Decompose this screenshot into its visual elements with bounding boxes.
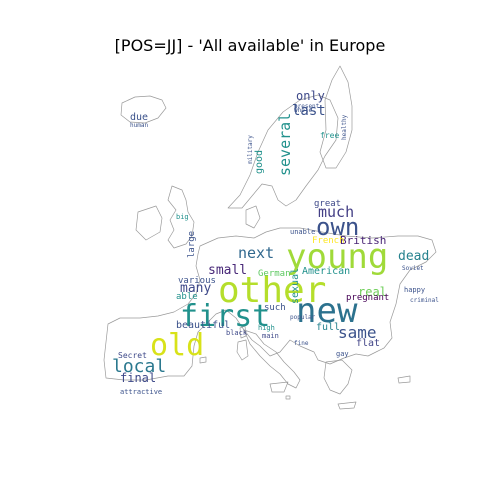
- map-region-corsica: [239, 325, 247, 339]
- word-free: free: [320, 131, 339, 140]
- word-great: great: [314, 199, 341, 209]
- word-full: full: [316, 322, 340, 333]
- word-only: only: [296, 89, 325, 103]
- word-first: first: [180, 299, 270, 334]
- word-new: new: [296, 291, 358, 331]
- map-region-balearic: [199, 356, 207, 364]
- map-region-scandinavia: [227, 94, 339, 209]
- word-healthy: healthy: [341, 114, 348, 140]
- map-region-cyprus: [397, 375, 411, 384]
- word-able: able: [176, 292, 198, 302]
- word-young: young: [286, 237, 388, 277]
- word-dead: dead: [398, 249, 429, 264]
- map-region-italy: [243, 329, 301, 389]
- word-same: same: [338, 323, 377, 342]
- word-due: due: [130, 112, 148, 123]
- word-other: other: [218, 270, 326, 311]
- word-french: French: [312, 236, 345, 246]
- word-many: many: [180, 281, 211, 296]
- word-soviet: Soviet: [402, 265, 424, 272]
- word-own: own: [316, 213, 359, 241]
- word-much: much: [318, 203, 354, 221]
- word-various: various: [178, 276, 216, 286]
- word-secret: Secret: [118, 351, 147, 360]
- map-region-denmark: [245, 205, 261, 229]
- word-criminal: criminal: [410, 297, 439, 304]
- word-military: military: [247, 135, 254, 164]
- map-region-greece: [323, 359, 353, 395]
- word-fine: fine: [294, 340, 309, 347]
- word-happy: happy: [404, 286, 425, 294]
- europe-map-outline: [103, 65, 437, 410]
- word-unable: unable: [290, 228, 315, 236]
- word-whole: whole: [294, 107, 312, 114]
- word-german: German: [258, 269, 291, 279]
- word-real: real: [358, 285, 387, 299]
- word-gay: gay: [336, 350, 349, 358]
- word-attractive: attractive: [120, 388, 162, 396]
- map-region-sicily: [269, 381, 289, 393]
- word-high: high: [258, 324, 275, 332]
- map-region-ireland: [135, 205, 163, 241]
- word-last: last: [292, 103, 326, 119]
- word-american: American: [302, 266, 350, 277]
- word-black: black: [226, 329, 248, 337]
- map-region-sardinia: [236, 339, 249, 361]
- word-present: present: [294, 103, 320, 110]
- word-british: British: [340, 234, 386, 247]
- word-sexual: sexual: [290, 268, 301, 304]
- word-small: small: [208, 263, 247, 278]
- word-local: local: [112, 356, 166, 377]
- word-flat: flat: [356, 338, 380, 349]
- word-main: main: [262, 332, 279, 340]
- word-next: next: [238, 244, 274, 262]
- map-region-finland: [319, 65, 353, 169]
- map-region-malta: [285, 395, 291, 400]
- map-region-iceland: [120, 95, 167, 124]
- map-region-mainland: [103, 227, 437, 381]
- word-human: human: [130, 122, 148, 129]
- figure-title: [POS=JJ] - 'All available' in Europe: [114, 36, 386, 55]
- word-popular: popular: [290, 314, 316, 321]
- word-pregnant: pregnant: [346, 293, 389, 303]
- word-beautiful: beautiful: [176, 320, 230, 331]
- map-region-great-britain: [167, 185, 195, 249]
- word-final: final: [120, 371, 156, 385]
- word-good: good: [254, 150, 265, 174]
- map-region-crete: [337, 401, 357, 410]
- word-large: large: [187, 231, 197, 258]
- word-such: such: [264, 303, 286, 313]
- word-several: several: [276, 113, 294, 176]
- word-big: big: [176, 213, 189, 221]
- word-old: old: [150, 328, 204, 363]
